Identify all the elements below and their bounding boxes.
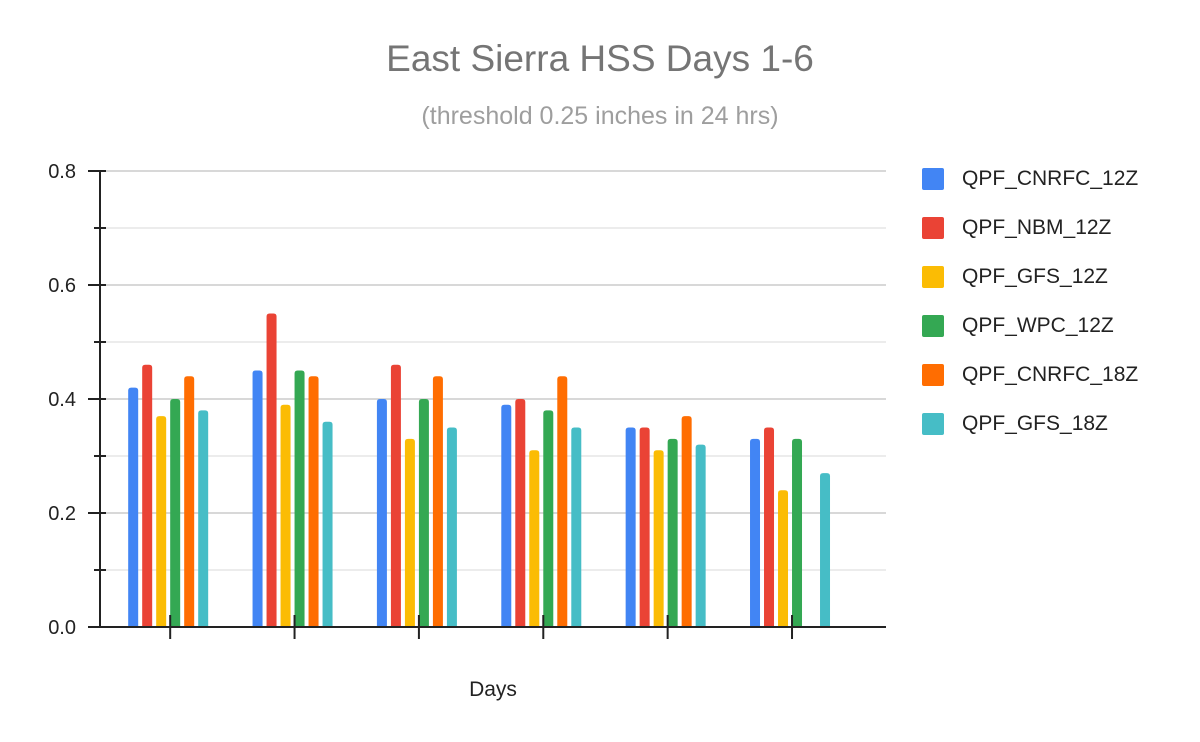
legend-item[interactable]: QPF_WPC_12Z (922, 301, 1138, 350)
chart-title: East Sierra HSS Days 1-6 (386, 38, 814, 79)
bar[interactable] (529, 450, 540, 627)
legend-label: QPF_NBM_12Z (962, 215, 1112, 239)
bar[interactable] (653, 450, 664, 627)
bar[interactable] (266, 313, 277, 628)
legend-item[interactable]: QPF_GFS_18Z (922, 399, 1138, 448)
legend-label: QPF_CNRFC_12Z (962, 166, 1139, 190)
legend-label: QPF_CNRFC_18Z (962, 362, 1139, 386)
y-tick-label: 0.2 (48, 503, 76, 525)
gridlines (100, 170, 886, 571)
legend-label: QPF_GFS_18Z (962, 411, 1108, 435)
bar[interactable] (432, 376, 443, 627)
bar[interactable] (390, 364, 401, 627)
bar[interactable] (184, 376, 195, 627)
bar[interactable] (418, 399, 429, 627)
bar[interactable] (571, 427, 582, 628)
legend-item[interactable]: QPF_NBM_12Z (922, 203, 1138, 252)
legend-item[interactable]: QPF_CNRFC_12Z (922, 154, 1138, 203)
chart-subtitle: (threshold 0.25 inches in 24 hrs) (421, 102, 779, 130)
legend-label: QPF_WPC_12Z (962, 313, 1114, 337)
bar[interactable] (128, 387, 139, 627)
axes: 0.0 0.2 0.4 0.6 0.8 (48, 161, 886, 639)
bar[interactable] (681, 416, 692, 627)
bar[interactable] (170, 399, 181, 627)
bars (128, 313, 831, 628)
bar[interactable] (625, 427, 636, 628)
bar[interactable] (695, 444, 706, 627)
legend-swatch (922, 314, 944, 337)
bar[interactable] (252, 370, 263, 628)
legend-item[interactable]: QPF_CNRFC_18Z (922, 350, 1138, 399)
y-tick-label: 0.6 (48, 275, 76, 297)
y-tick-label: 0.4 (48, 389, 76, 411)
legend-swatch (922, 412, 944, 435)
bar[interactable] (376, 399, 387, 627)
legend-swatch (922, 167, 944, 190)
legend-item[interactable]: QPF_GFS_12Z (922, 252, 1138, 301)
bar[interactable] (280, 404, 291, 627)
bar[interactable] (543, 410, 554, 627)
bar[interactable] (764, 427, 775, 628)
bar[interactable] (404, 438, 415, 627)
bar[interactable] (501, 404, 512, 627)
bar[interactable] (308, 376, 319, 627)
y-tick-label: 0.0 (48, 617, 76, 639)
legend-swatch (922, 216, 944, 239)
bar[interactable] (639, 427, 650, 628)
bar[interactable] (294, 370, 305, 628)
bar[interactable] (778, 490, 789, 627)
bar[interactable] (557, 376, 568, 627)
bar[interactable] (515, 399, 526, 627)
bar[interactable] (198, 410, 209, 627)
bar[interactable] (792, 438, 803, 627)
bar[interactable] (820, 473, 831, 627)
bar[interactable] (142, 364, 153, 627)
legend-label: QPF_GFS_12Z (962, 264, 1108, 288)
y-tick-label: 0.8 (48, 161, 76, 183)
x-axis-label: Days (469, 678, 517, 701)
bar[interactable] (322, 421, 333, 627)
legend: QPF_CNRFC_12Z QPF_NBM_12Z QPF_GFS_12Z QP… (922, 154, 1138, 448)
legend-swatch (922, 363, 944, 386)
legend-swatch (922, 265, 944, 288)
bar[interactable] (750, 438, 761, 627)
bar[interactable] (667, 438, 678, 627)
bar[interactable] (446, 427, 457, 628)
bar[interactable] (156, 416, 167, 627)
